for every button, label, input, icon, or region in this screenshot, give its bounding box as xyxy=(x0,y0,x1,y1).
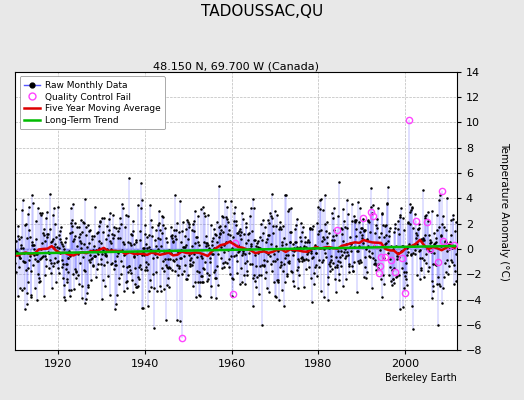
Y-axis label: Temperature Anomaly (°C): Temperature Anomaly (°C) xyxy=(499,142,509,280)
Legend: Raw Monthly Data, Quality Control Fail, Five Year Moving Average, Long-Term Tren: Raw Monthly Data, Quality Control Fail, … xyxy=(19,76,165,130)
Title: 48.150 N, 69.700 W (Canada): 48.150 N, 69.700 W (Canada) xyxy=(153,61,319,71)
Text: Berkeley Earth: Berkeley Earth xyxy=(385,373,457,383)
Text: TADOUSSAC,QU: TADOUSSAC,QU xyxy=(201,4,323,19)
